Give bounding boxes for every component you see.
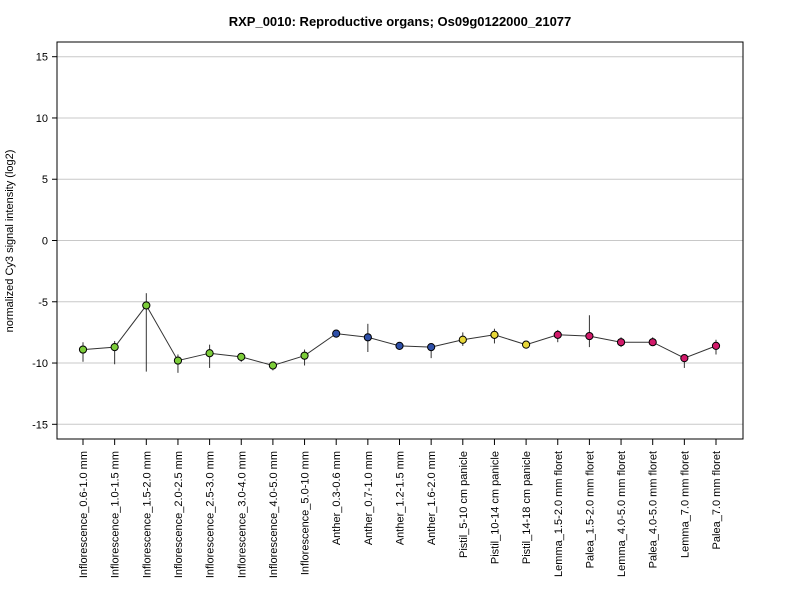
data-point	[522, 340, 531, 349]
y-tick-label: 5	[42, 174, 48, 186]
data-point	[300, 351, 309, 360]
data-point	[711, 341, 721, 350]
x-tick-label: Inflorescence_2.5-3.0 mm	[205, 451, 217, 578]
x-tick-label: Inflorescence_0.6-1.0 mm	[78, 451, 90, 578]
x-tick-label: Inflorescence_4.0-5.0 mm	[268, 451, 280, 578]
y-tick-label: 0	[42, 236, 48, 248]
data-point	[78, 345, 88, 354]
data-point	[205, 349, 214, 358]
data-point	[490, 330, 499, 339]
x-tick-label: Anther_0.7-1.0 mm	[363, 451, 375, 545]
x-tick-label: Palea_1.5-2.0 mm floret	[584, 451, 596, 568]
x-tick-label: Lemma_1.5-2.0 mm floret	[553, 451, 565, 577]
x-tick-label: Palea_4.0-5.0 mm floret	[648, 451, 660, 568]
x-tick-label: Inflorescence_5.0-10 mm	[300, 451, 312, 575]
y-tick-label: -10	[32, 358, 48, 370]
y-tick-label: -15	[32, 419, 48, 431]
grid	[57, 56, 743, 425]
x-tick-label: Lemma_7.0 mm floret	[679, 451, 691, 558]
x-tick-label: Pistil_14-18 cm panicle	[521, 451, 533, 564]
x-tick-label: Inflorescence_3.0-4.0 mm	[236, 451, 248, 578]
x-tick-label: Anther_0.3-0.6 mm	[331, 451, 343, 545]
data-point	[268, 361, 277, 370]
data-point	[648, 338, 657, 347]
data-point	[458, 335, 467, 344]
y-axis-label: normalized Cy3 signal intensity (log2)	[4, 150, 16, 333]
x-tick-label: Pistil_10-14 cm panicle	[489, 451, 501, 564]
x-tick-label: Palea_7.0 mm floret	[711, 451, 723, 549]
x-tick-label: Inflorescence_1.0-1.5 mm	[110, 451, 122, 578]
data-point	[332, 329, 341, 338]
x-tick-label: Anther_1.2-1.5 mm	[395, 451, 407, 545]
x-tick-label: Pistil_5-10 cm panicle	[458, 451, 470, 558]
data-point	[363, 333, 372, 342]
x-tick-label: Lemma_4.0-5.0 mm floret	[616, 451, 628, 577]
data-point	[553, 330, 562, 339]
y-tick-label: 15	[36, 52, 48, 64]
x-axis: Inflorescence_0.6-1.0 mm Inflorescence_1.…	[78, 439, 723, 578]
y-tick-label: 10	[36, 113, 48, 125]
y-tick-label: -5	[38, 297, 48, 309]
y-axis: -15 -10 -5 0 5 10 15	[32, 52, 57, 431]
data-point	[173, 356, 183, 365]
data-points	[78, 301, 721, 370]
x-tick-label: Inflorescence_1.5-2.0 mm	[141, 451, 153, 578]
data-point	[110, 343, 119, 352]
x-tick-label: Inflorescence_2.0-2.5 mm	[173, 451, 185, 578]
chart-title: RXP_0010: Reproductive organs; Os09g0122…	[229, 14, 572, 29]
data-point	[395, 341, 404, 350]
data-point	[237, 352, 246, 362]
x-tick-label: Anther_1.6-2.0 mm	[426, 451, 438, 545]
data-point	[585, 331, 594, 341]
data-point	[616, 338, 626, 347]
data-point	[427, 343, 436, 352]
data-point	[142, 301, 151, 310]
data-point	[680, 354, 689, 363]
